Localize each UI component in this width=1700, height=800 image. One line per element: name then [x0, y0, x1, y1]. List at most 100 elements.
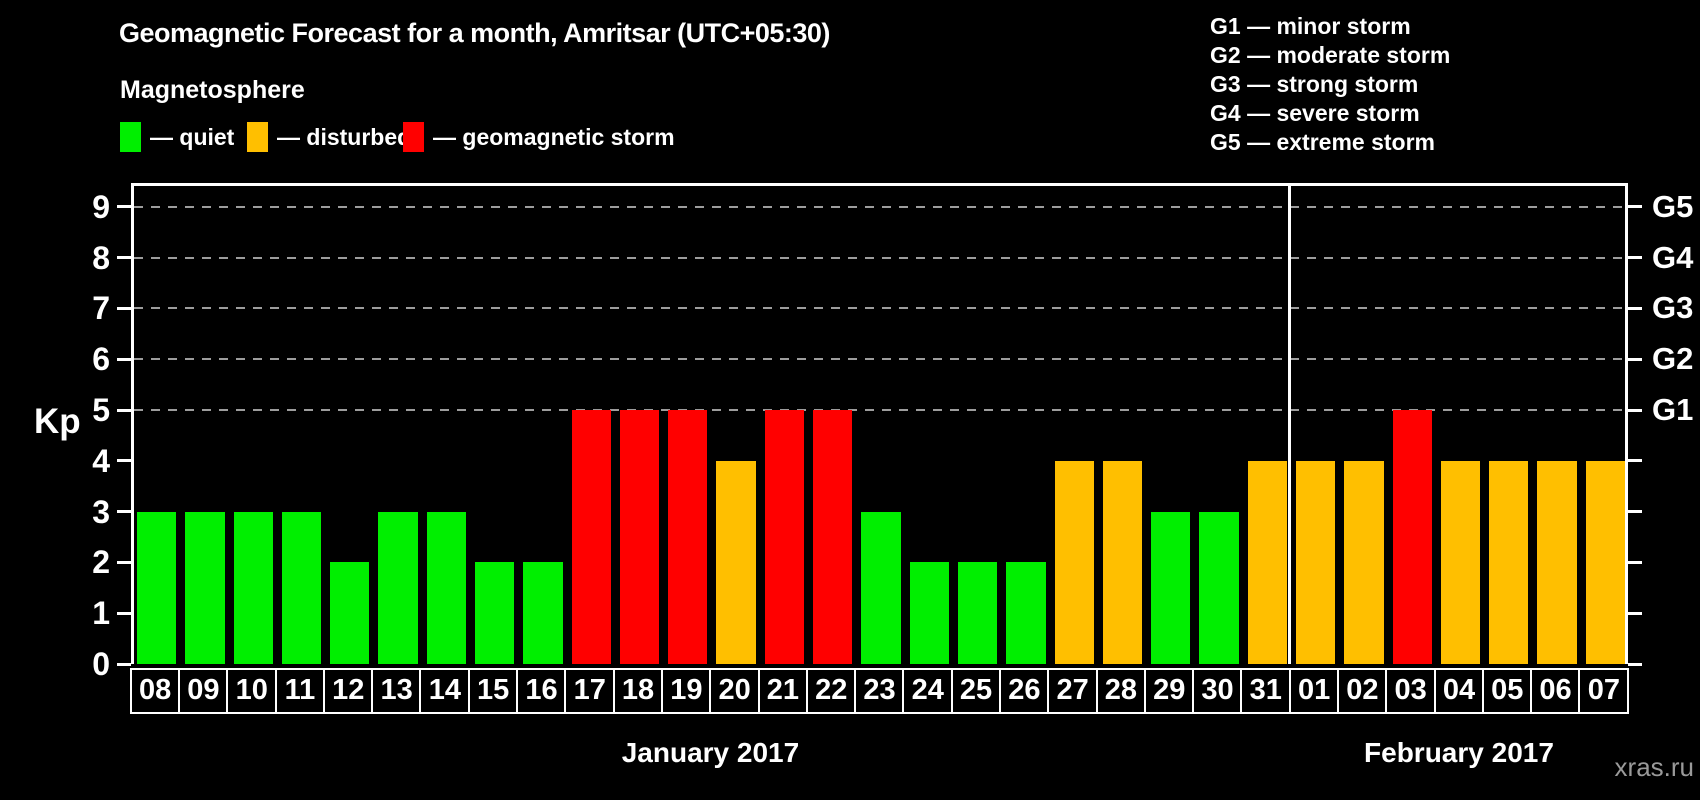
kp-bar: [1537, 460, 1577, 664]
day-label-cell: 23: [854, 668, 905, 714]
day-label-cell: 24: [902, 668, 954, 714]
kp-bar: [1054, 460, 1094, 664]
day-label-cell: 27: [1047, 668, 1099, 714]
kp-bar: [764, 410, 805, 664]
gridline-kp8: [134, 256, 1625, 259]
day-label-cell: 15: [467, 668, 519, 714]
legend-heading: Magnetosphere: [120, 76, 305, 104]
kp-bar: [1440, 460, 1481, 664]
day-label-cell: 31: [1240, 668, 1292, 714]
gridline-kp5: [134, 409, 1625, 411]
kp-bar: [1006, 562, 1046, 664]
right-axis-tick: [1628, 306, 1642, 310]
day-label-cell: 29: [1143, 668, 1195, 714]
right-axis-tick: [1628, 662, 1642, 666]
kp-bar: [426, 511, 467, 664]
plot-area: [131, 183, 1628, 664]
g-scale-label: G2: [1652, 341, 1694, 377]
day-label-cell: 14: [419, 668, 471, 714]
storm-scale-item-g2: G2 — moderate storm: [1210, 42, 1451, 68]
y-axis-tick-label: 1: [92, 595, 110, 632]
storm-scale-item-g4: G4 — severe storm: [1210, 100, 1420, 126]
kp-bar: [571, 410, 611, 664]
kp-bar: [523, 562, 563, 664]
right-axis-tick: [1628, 560, 1642, 564]
day-label-cell: 07: [1578, 668, 1630, 714]
day-label-cell: 21: [757, 668, 809, 714]
day-label-cell: 25: [950, 668, 1002, 714]
kp-bar: [1247, 460, 1287, 664]
kp-bar: [281, 511, 322, 664]
day-label-cell: 16: [516, 668, 567, 714]
day-label-cell: 05: [1481, 668, 1533, 714]
y-axis-tick: [117, 357, 131, 361]
legend-item-label: — geomagnetic storm: [433, 124, 675, 150]
y-axis-tick: [117, 408, 131, 412]
day-label-cell: 20: [709, 668, 760, 714]
kp-bar: [137, 511, 177, 664]
y-axis-tick: [117, 205, 131, 209]
kp-bar: [233, 511, 273, 664]
y-axis-tick-label: 4: [92, 442, 110, 479]
y-axis-tick: [117, 662, 131, 666]
kp-bar: [1151, 511, 1191, 664]
y-axis-tick: [117, 459, 131, 463]
storm-scale-item-g5: G5 — extreme storm: [1210, 129, 1435, 155]
y-axis-tick: [117, 611, 131, 615]
day-label-cell: 04: [1433, 668, 1485, 714]
kp-bar: [1199, 511, 1239, 664]
storm-scale-item-g3: G3 — strong storm: [1210, 71, 1419, 97]
kp-bar: [668, 410, 708, 664]
y-axis-tick-label: 9: [92, 188, 110, 225]
y-axis-tick: [117, 510, 131, 514]
kp-bar: [619, 410, 660, 664]
kp-bar: [1344, 460, 1384, 664]
magnetosphere-legend: — quiet — disturbed — geomagnetic storm: [0, 122, 1700, 152]
kp-bar: [185, 511, 225, 664]
legend-swatch-storm: [403, 122, 424, 152]
y-axis-tick-label: 8: [92, 239, 110, 276]
right-axis-tick: [1628, 459, 1642, 463]
kp-bar: [861, 511, 901, 664]
g-scale-label: G1: [1652, 392, 1694, 427]
day-label-cell: 26: [998, 668, 1050, 714]
y-axis-tick-label: 0: [92, 646, 110, 682]
kp-axis-title: Kp: [34, 402, 81, 441]
legend-swatch-disturbed: [247, 122, 268, 152]
day-label-cell: 10: [226, 668, 278, 714]
y-axis-tick: [117, 560, 131, 564]
y-axis-tick-label: 6: [92, 341, 110, 378]
day-label-cell: 06: [1530, 668, 1581, 714]
y-axis-tick-label: 2: [92, 544, 110, 581]
day-label-cell: 02: [1337, 668, 1388, 714]
day-label-cell: 08: [129, 668, 181, 714]
g-scale-label: G3: [1652, 290, 1694, 326]
legend-swatch-quiet: [120, 122, 141, 152]
gridline-kp9: [134, 205, 1625, 208]
day-label-cell: 17: [564, 668, 616, 714]
kp-bar: [813, 410, 853, 664]
kp-bar: [957, 562, 998, 664]
month-separator-line: [1288, 186, 1292, 664]
right-axis-tick: [1628, 357, 1642, 361]
chart-title: Geomagnetic Forecast for a month, Amrits…: [119, 18, 830, 48]
right-axis-tick: [1628, 611, 1642, 615]
day-label-cell: 19: [660, 668, 712, 714]
kp-bar: [1102, 460, 1143, 664]
kp-bar: [1489, 460, 1529, 664]
day-label-cell: 12: [322, 668, 374, 714]
g-scale-label: G5: [1652, 188, 1694, 224]
day-label-cell: 22: [805, 668, 857, 714]
right-axis-tick: [1628, 510, 1642, 514]
y-axis-tick-label: 5: [92, 392, 110, 428]
month-label: January 2017: [621, 737, 800, 768]
kp-bar: [475, 562, 515, 664]
g-scale-label: G4: [1652, 239, 1694, 275]
kp-bar: [909, 562, 949, 664]
kp-bar: [1392, 410, 1432, 664]
day-label-cell: 28: [1095, 668, 1147, 714]
kp-bar: [716, 460, 756, 664]
day-label-cell: 11: [274, 668, 326, 714]
gridline-kp6: [134, 358, 1625, 361]
